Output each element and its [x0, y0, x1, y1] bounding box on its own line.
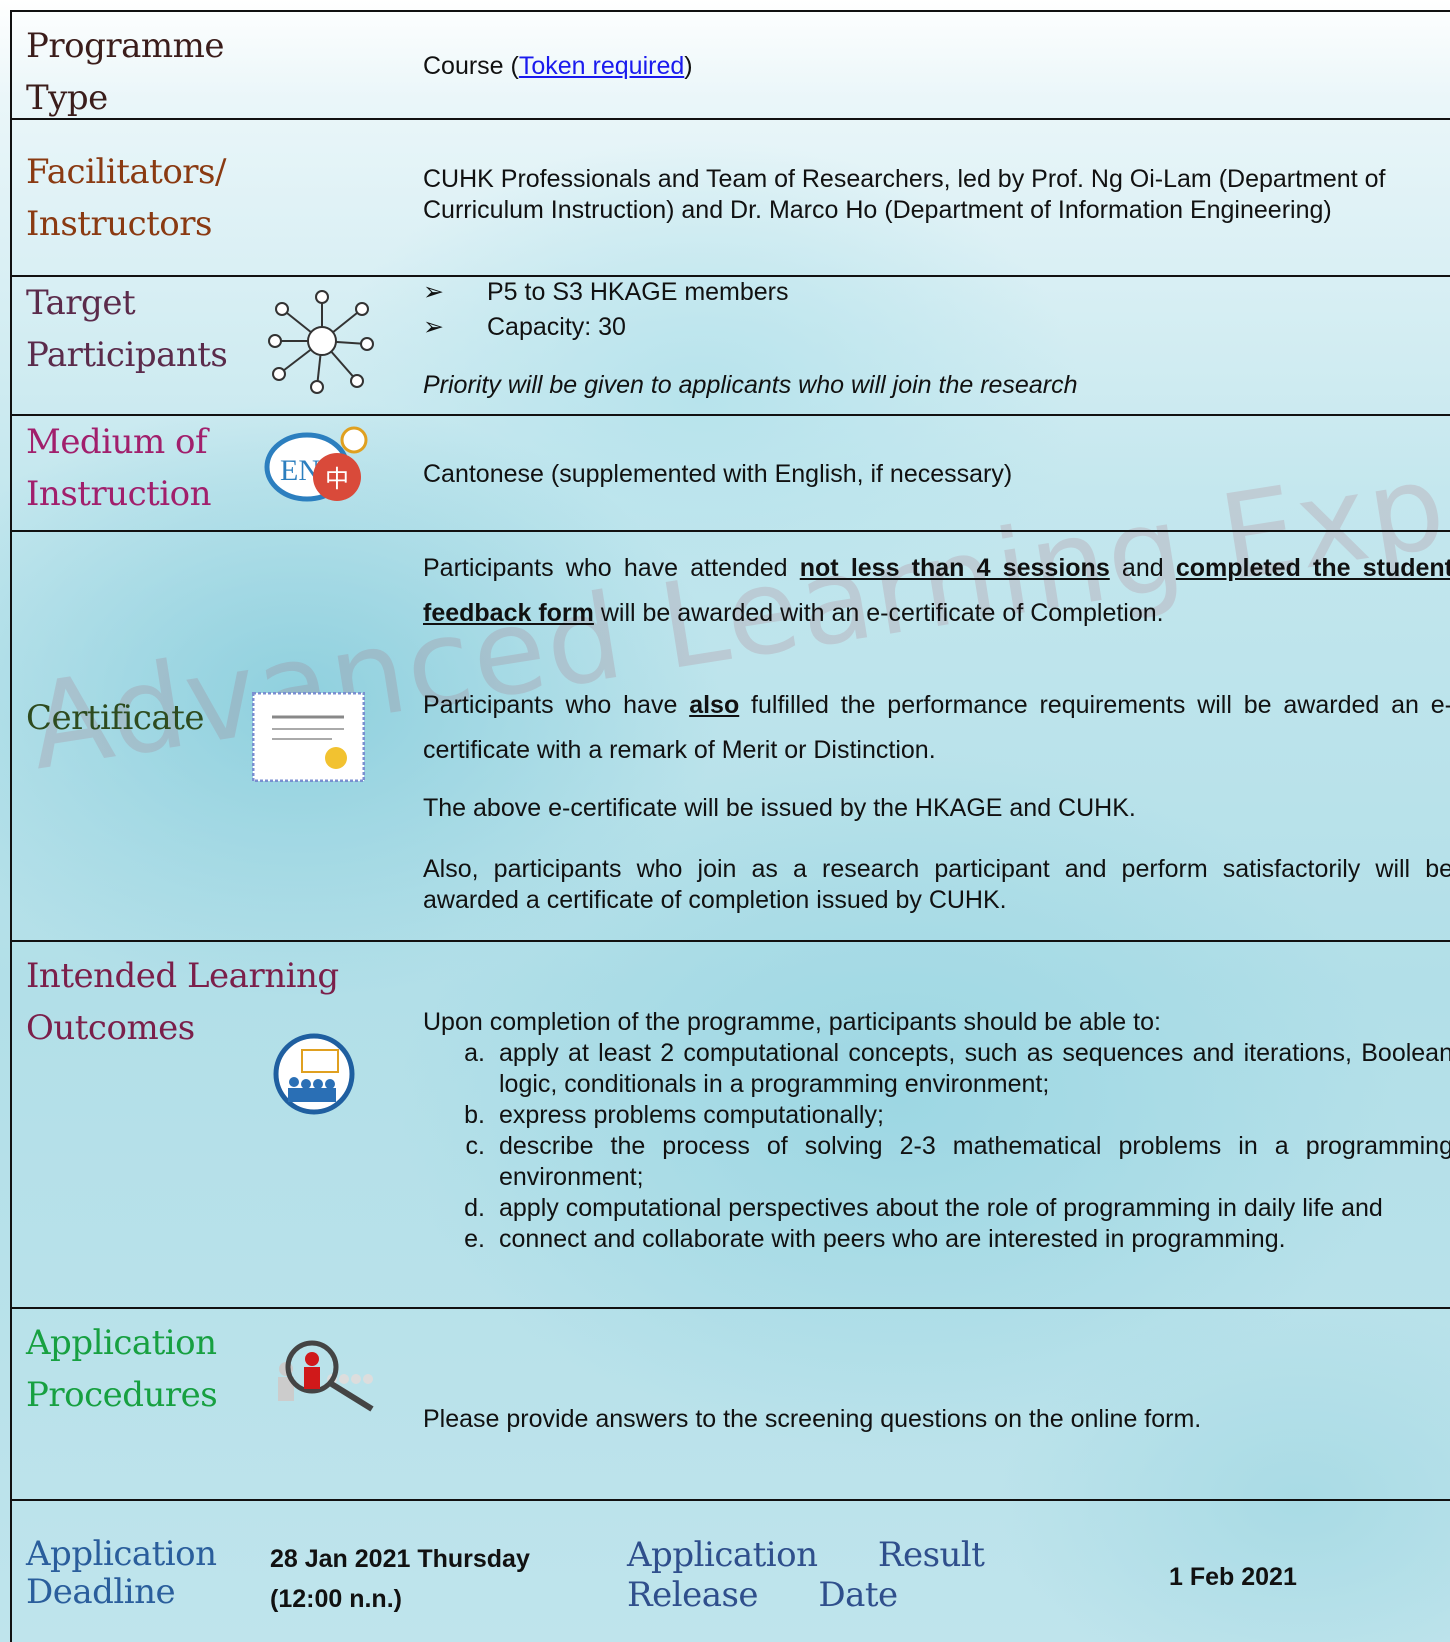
row-label: Intended Learning Outcomes	[26, 956, 339, 1048]
text: will be awarded with an e-certificate of…	[593, 599, 1164, 627]
bullet: ➢ Capacity: 30	[423, 313, 626, 341]
row-procedures: Application Procedures Please provide an…	[10, 1307, 1450, 1499]
outcome: a. apply at least 2 computational concept…	[423, 1038, 1450, 1100]
bullet-text: Capacity: 30	[487, 313, 626, 341]
row-label: Application Procedures	[26, 1323, 218, 1415]
text: Cantonese (supplemented with English, if…	[423, 459, 1013, 488]
row-label: Medium of Instruction	[26, 422, 212, 514]
learning-icon	[273, 1033, 355, 1115]
outcome-text: describe the process of solving 2-3 math…	[499, 1132, 1450, 1191]
outcome-list: a. apply at least 2 computational concept…	[423, 1038, 1450, 1255]
note: Priority will be given to applicants who…	[423, 371, 1078, 399]
result-label: Application Result Release Date	[627, 1535, 985, 1615]
outcome-marker: d.	[464, 1194, 485, 1222]
language-icon: EN 中	[264, 426, 368, 502]
outcome-marker: c.	[465, 1132, 485, 1160]
row-content: CUHK Professionals and Team of Researche…	[423, 165, 1386, 224]
certificate-icon	[252, 692, 365, 782]
paragraph: Participants who have attended not less …	[423, 546, 1450, 636]
row-label: Target Participants	[26, 283, 228, 375]
outcome-text: express problems computationally;	[499, 1101, 884, 1129]
intro: Upon completion of the programme, partic…	[423, 1008, 1161, 1036]
row-facilitators: Facilitators/ Instructors CUHK Professio…	[10, 118, 1450, 275]
outcome-marker: e.	[464, 1225, 485, 1253]
bullet-text: P5 to S3 HKAGE members	[487, 278, 789, 306]
row-content: Upon completion of the programme, partic…	[423, 1007, 1450, 1255]
token-link[interactable]: Token required	[518, 51, 685, 80]
text: and	[1109, 554, 1176, 582]
outcome-text: connect and collaborate with peers who a…	[499, 1225, 1286, 1253]
deadline-date: 28 Jan 2021 Thursday	[270, 1545, 530, 1573]
row-programme-type: Programme Type Course (Token required)	[10, 10, 1450, 118]
text: also	[689, 691, 740, 719]
outcome-marker: b.	[464, 1101, 485, 1129]
row-target: Target Participants ➢ P5 to S3 HKAGE memb…	[10, 275, 1450, 414]
outcome-marker: a.	[464, 1039, 485, 1067]
network-icon	[268, 290, 374, 394]
text: Participants who have attended	[423, 554, 800, 582]
svg-text:EN: EN	[280, 454, 320, 487]
text: )	[684, 51, 693, 80]
svg-text:中: 中	[325, 465, 349, 493]
outcome: c. describe the process of solving 2-3 ma…	[423, 1131, 1450, 1193]
text: Participants who have	[423, 691, 690, 719]
paragraph: Participants who have also fulfilled the…	[423, 683, 1450, 773]
paragraph: The above e-certificate will be issued b…	[423, 794, 1136, 822]
row-label: Certificate	[26, 698, 204, 738]
outcome-text: apply computational perspectives about t…	[499, 1194, 1383, 1222]
outcome: e. connect and collaborate with peers who…	[423, 1224, 1450, 1255]
row-label: Programme Type	[26, 26, 225, 118]
row-dates: Application Deadline 28 Jan 2021 Thursda…	[10, 1499, 1450, 1642]
row-content: Cantonese (supplemented with English, if…	[423, 416, 1450, 532]
outcome: d. apply computational perspectives about…	[423, 1193, 1450, 1224]
outcome: b. express problems computationally;	[423, 1100, 1450, 1131]
text: fulfilled the performance requirements w…	[423, 691, 1450, 764]
paragraph: Also, participants who join as a researc…	[423, 855, 1450, 914]
row-content: Please provide answers to the screening …	[423, 1405, 1202, 1433]
row-certificate: Certificate Participants who have attend…	[10, 530, 1450, 940]
row-label: Application Deadline	[26, 1534, 217, 1612]
row-content: Course (Token required)	[423, 12, 1450, 120]
row-outcomes: Intended Learning Outcomes Upon completi…	[10, 940, 1450, 1307]
text: completed the student feedback form	[423, 554, 1450, 627]
deadline-time: (12:00 n.n.)	[270, 1585, 402, 1613]
search-icon	[278, 1340, 374, 1412]
bullet: ➢ P5 to S3 HKAGE members	[423, 278, 789, 306]
result-date: 1 Feb 2021	[1169, 1563, 1297, 1591]
deadline: 28 Jan 2021 Thursday (12:00 n.n.)	[270, 1539, 530, 1619]
row-content: Participants who have attended not less …	[423, 546, 1450, 916]
text: Course (	[423, 51, 519, 80]
row-label: Facilitators/ Instructors	[26, 152, 226, 244]
text: not less than 4 sessions	[799, 554, 1110, 582]
row-medium: Medium of Instruction EN 中 Cantonese (su…	[10, 414, 1450, 530]
outcome-text: apply at least 2 computational concepts,…	[499, 1039, 1450, 1098]
row-content: ➢ P5 to S3 HKAGE members ➢ Capacity: 30 Pr…	[423, 277, 1450, 401]
